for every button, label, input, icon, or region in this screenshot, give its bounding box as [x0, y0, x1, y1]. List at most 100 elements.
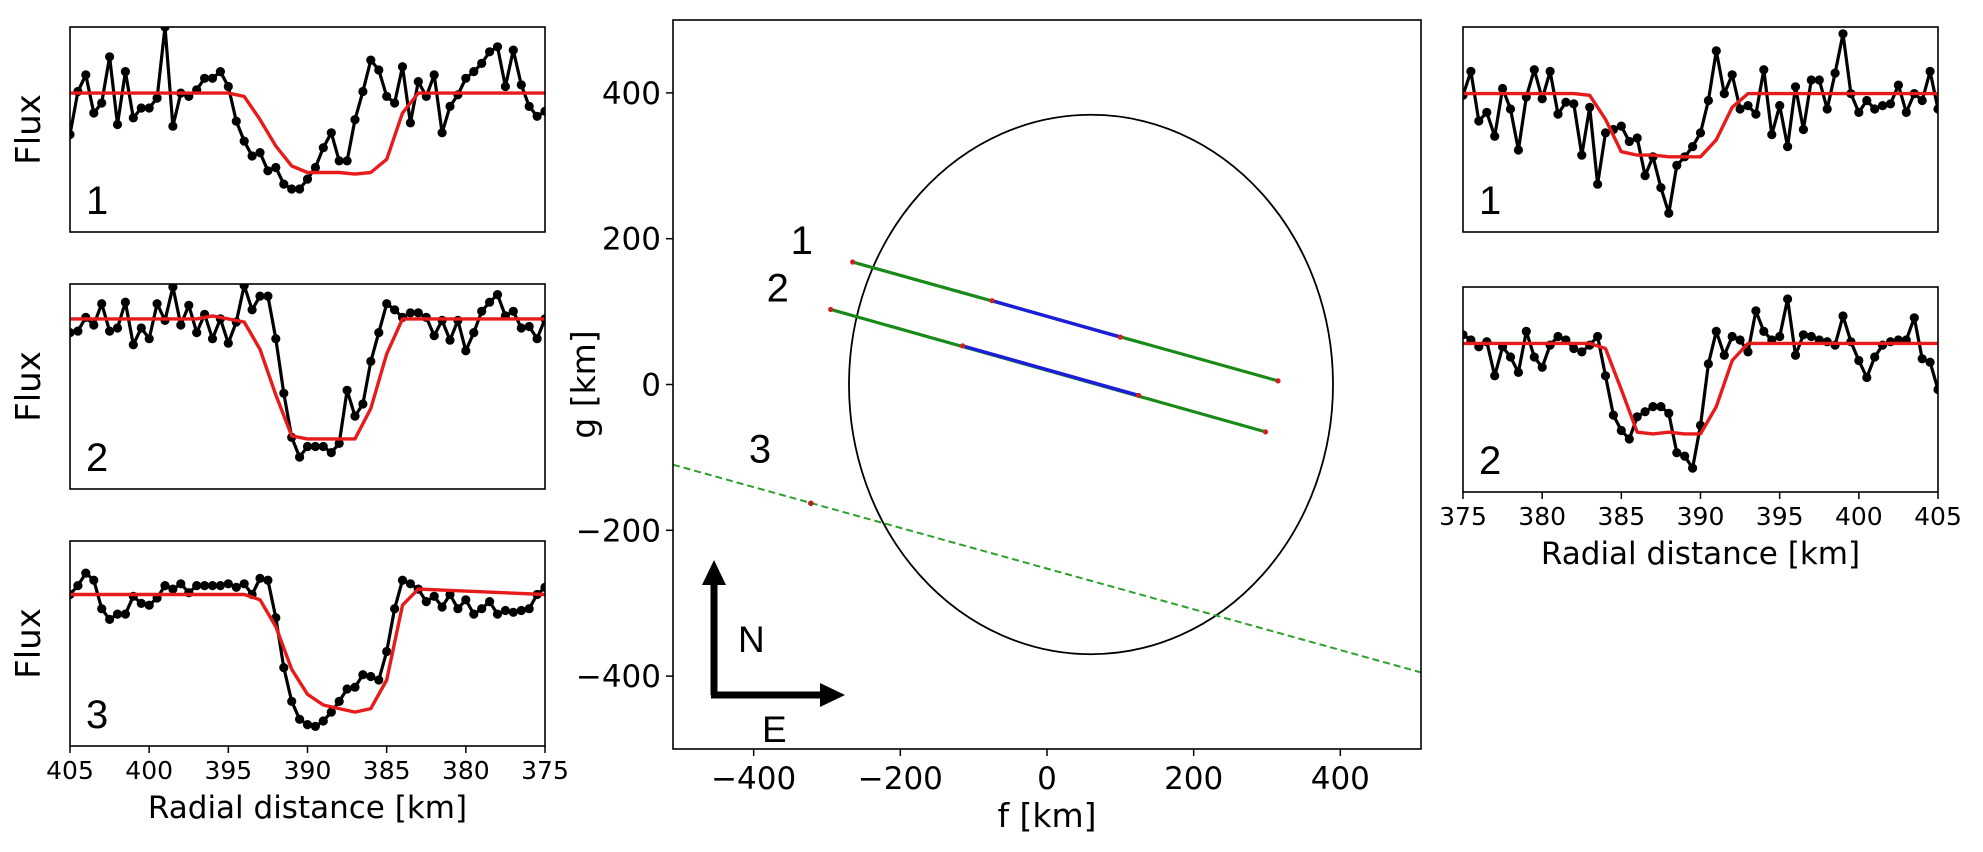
observed-point — [239, 136, 249, 146]
observed-point — [1727, 70, 1737, 80]
observed-point — [128, 340, 138, 350]
observed-point — [366, 356, 376, 366]
observed-point — [334, 696, 344, 707]
observed-point — [200, 581, 210, 591]
plot-area — [70, 284, 545, 462]
observed-point — [120, 67, 130, 77]
observed-point — [247, 305, 257, 315]
observed-point — [532, 111, 542, 121]
observed-point — [287, 696, 297, 707]
observed-point — [1688, 463, 1698, 473]
axes-frame — [69, 26, 546, 233]
observed-point — [263, 166, 273, 176]
observed-point — [1640, 171, 1650, 181]
model-line — [1463, 91, 1938, 159]
y-axis-label: Flux — [9, 608, 49, 679]
observed-point — [469, 609, 479, 619]
observed-point — [1751, 306, 1761, 316]
observed-point — [73, 581, 83, 591]
observed-point — [326, 128, 336, 138]
y-axis-label: Flux — [9, 94, 49, 165]
observed-point — [1640, 407, 1650, 417]
chord-endpoint — [960, 343, 966, 349]
observed-point — [1775, 101, 1785, 111]
observed-point — [1885, 99, 1896, 109]
y-tick-label: 400 — [602, 76, 661, 112]
east-arrow-head — [820, 683, 845, 707]
observed-point — [144, 600, 154, 610]
observed-point — [1600, 128, 1611, 138]
observed-point — [310, 441, 320, 452]
x-tick-label: 405 — [46, 756, 94, 785]
chord-endpoint — [1275, 378, 1281, 384]
plot-area — [1463, 29, 1938, 218]
observed-point — [295, 714, 305, 724]
x-tick-label: 0 — [1037, 761, 1057, 797]
observed-point — [405, 308, 415, 318]
observed-point — [382, 299, 392, 309]
observed-point — [1537, 94, 1547, 104]
observed-point — [318, 143, 328, 153]
axes-frame — [69, 540, 546, 747]
y-tick-label: 0 — [641, 368, 661, 404]
panel-left1: 1 Flux — [9, 26, 546, 233]
y-axis-label: g [km] — [564, 330, 603, 438]
observed-point — [1537, 362, 1547, 372]
observed-point — [1529, 65, 1539, 75]
observed-point — [429, 70, 439, 80]
observed-point — [192, 328, 202, 338]
model-line — [1463, 341, 1938, 436]
observed-point — [532, 334, 542, 344]
observed-point — [1838, 29, 1848, 39]
observed-point — [136, 598, 146, 609]
plot-area — [70, 568, 545, 732]
observed-point — [1695, 128, 1706, 138]
observed-point — [1482, 107, 1492, 117]
observed-point — [445, 335, 455, 345]
observed-point — [1719, 89, 1729, 99]
observed-point — [1790, 350, 1801, 360]
observed-point — [1513, 145, 1523, 155]
observed-point — [1593, 331, 1603, 342]
observed-point — [1616, 425, 1626, 436]
observed-point — [342, 684, 352, 694]
observed-point — [413, 308, 423, 318]
observed-point — [215, 581, 225, 591]
observed-point — [1838, 311, 1848, 321]
observed-point — [1743, 347, 1753, 357]
observed-point — [461, 73, 471, 83]
observed-point — [334, 438, 344, 448]
axes-frame — [1462, 26, 1939, 233]
observed-point — [1490, 131, 1500, 141]
panel-right2: 2 375 380 385 390 395 400 405 Radial distance [k… — [1439, 286, 1962, 572]
observed-point — [524, 101, 534, 111]
observed-point — [516, 323, 526, 333]
observed-point — [168, 284, 178, 292]
observed-point — [1854, 107, 1864, 117]
observed-point — [1490, 371, 1500, 381]
observed-point — [390, 305, 400, 315]
observed-point — [73, 326, 83, 336]
observed-point — [1719, 350, 1729, 360]
x-tick-label: 395 — [1756, 502, 1804, 531]
observed-point — [524, 321, 534, 332]
panel-label: 1 — [86, 179, 108, 223]
observed-point — [1901, 107, 1911, 117]
observed-point — [477, 604, 487, 614]
x-tick-label: 380 — [442, 756, 490, 785]
observed-point — [1577, 347, 1587, 357]
observed-point — [89, 108, 99, 118]
observed-point — [1505, 352, 1516, 362]
observed-point — [342, 156, 352, 166]
observed-point — [485, 597, 495, 607]
chord-endpoint — [1117, 334, 1123, 340]
observed-point — [223, 81, 233, 92]
observed-point — [1933, 104, 1938, 114]
observed-point — [1656, 402, 1666, 412]
model-line — [70, 91, 545, 176]
observed-point — [374, 675, 384, 685]
chord-inner-segment — [962, 344, 1140, 398]
observed-point — [200, 73, 210, 83]
observed-point — [1624, 136, 1634, 147]
observed-point — [1593, 179, 1603, 189]
